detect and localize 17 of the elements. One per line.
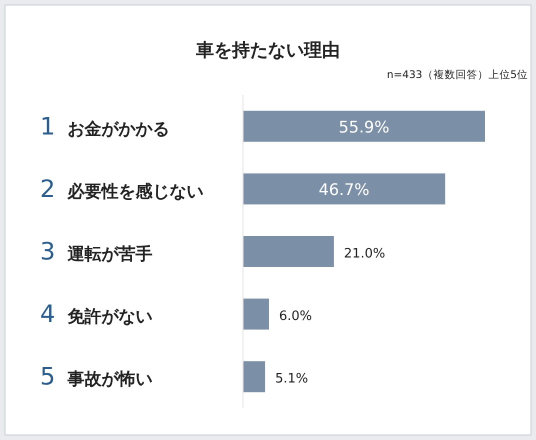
y-tick-label: 2 必要性を感じない: [40, 174, 204, 203]
data-label: 6.0%: [278, 309, 312, 324]
bar: [243, 236, 334, 267]
bar: [243, 361, 266, 392]
y-tick-label: 1 お金がかかる: [40, 112, 170, 140]
data-label: 21.0%: [344, 246, 386, 262]
y-tick-label: 4 免許がない: [40, 300, 152, 328]
bar: [243, 298, 269, 330]
data-label: 5.1%: [275, 372, 308, 387]
y-tick-label: 5 事故が怖い: [40, 362, 152, 391]
bar: [243, 110, 485, 142]
data-label: 55.9%: [338, 117, 390, 136]
bar: [243, 173, 446, 204]
y-tick-label: 3 運転が苦手: [40, 238, 152, 266]
data-label: 46.7%: [318, 180, 370, 199]
chart-subtitle: n=433（複数回答）上位5位: [386, 68, 528, 81]
chart-title: 車を持たない理由: [195, 40, 340, 61]
